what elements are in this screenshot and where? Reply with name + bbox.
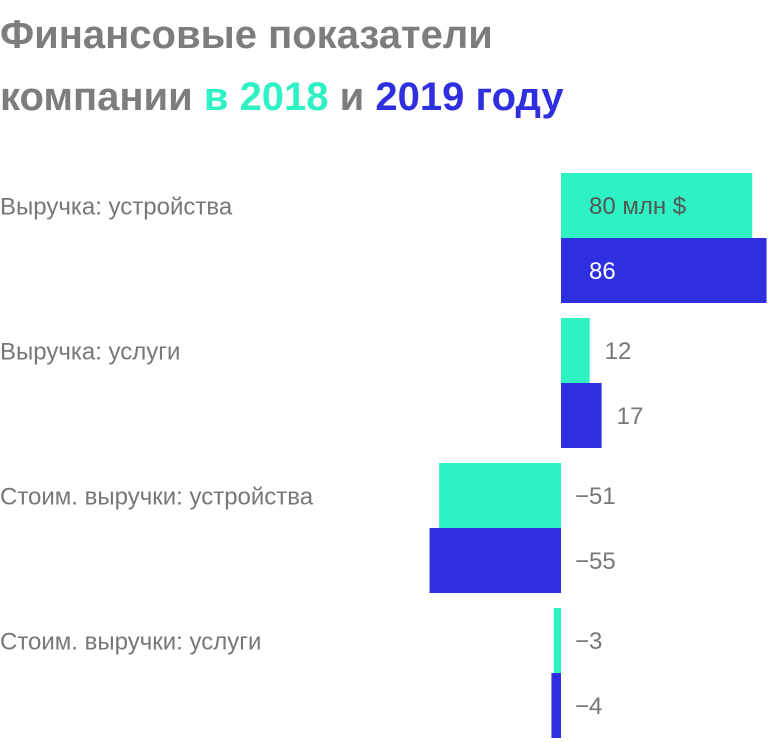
chart-title: Финансовые показатели компании xyxy=(0,13,493,119)
data-label: −4 xyxy=(575,693,602,720)
title-block: Финансовые показатели компании в 2018 и … xyxy=(0,4,640,128)
legend-entry: 2019 году xyxy=(375,75,564,119)
bar xyxy=(561,173,753,238)
legend-joiner: и xyxy=(339,75,365,119)
data-label: −3 xyxy=(575,628,602,655)
bar xyxy=(561,383,602,448)
data-label: −55 xyxy=(575,548,616,575)
data-label: 17 xyxy=(617,403,644,430)
bar xyxy=(551,673,561,738)
legend-entry: в 2018 xyxy=(203,75,329,119)
bar xyxy=(561,318,590,383)
category-label: Выручка: устройства xyxy=(0,193,233,220)
data-label: 80 млн $ xyxy=(589,193,686,220)
data-label: 12 xyxy=(605,338,632,365)
bar xyxy=(561,238,767,303)
bar xyxy=(553,608,561,673)
category-label: Стоим. выручки: устройства xyxy=(0,483,314,510)
bar xyxy=(429,528,561,593)
bar xyxy=(439,463,561,528)
data-label: −51 xyxy=(575,483,616,510)
data-label: 86 xyxy=(589,258,616,285)
category-label: Выручка: услуги xyxy=(0,338,180,365)
category-label: Стоим. выручки: услуги xyxy=(0,628,261,655)
